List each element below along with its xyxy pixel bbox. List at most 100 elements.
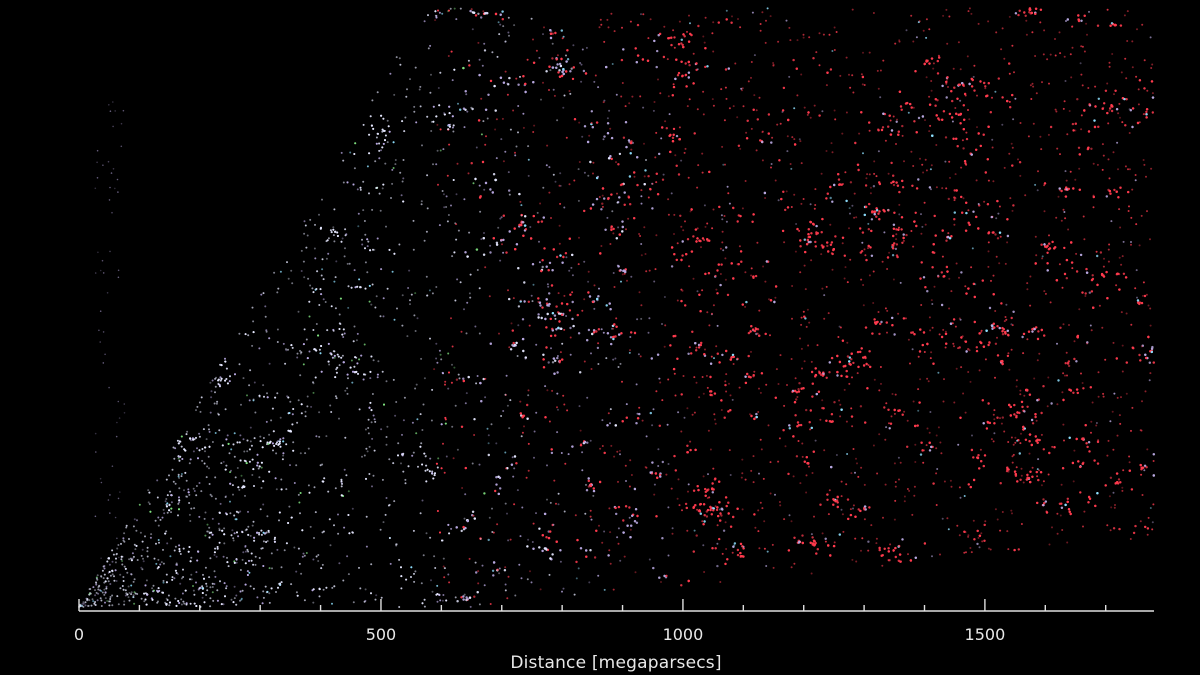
galaxy-point bbox=[291, 346, 294, 349]
galaxy-point bbox=[308, 300, 311, 303]
galaxy-point bbox=[353, 153, 356, 155]
galaxy-point bbox=[1138, 353, 1141, 357]
galaxy-point bbox=[964, 340, 968, 343]
galaxy-point bbox=[801, 541, 804, 545]
galaxy-point bbox=[1048, 242, 1051, 245]
galaxy-point bbox=[898, 90, 902, 94]
galaxy-point bbox=[1090, 278, 1094, 282]
galaxy-point bbox=[1077, 18, 1080, 21]
galaxy-point bbox=[724, 383, 727, 387]
galaxy-point bbox=[292, 449, 295, 452]
galaxy-point bbox=[542, 353, 545, 356]
galaxy-point bbox=[846, 498, 850, 501]
galaxy-point bbox=[834, 235, 837, 238]
galaxy-point bbox=[256, 453, 259, 456]
galaxy-point bbox=[658, 424, 661, 427]
galaxy-point bbox=[717, 263, 720, 266]
galaxy-point bbox=[1096, 24, 1100, 27]
galaxy-point bbox=[800, 387, 803, 390]
galaxy-point bbox=[1026, 473, 1029, 477]
galaxy-point bbox=[713, 392, 717, 395]
galaxy-point bbox=[968, 82, 971, 86]
galaxy-point bbox=[224, 468, 227, 471]
galaxy-point bbox=[751, 220, 754, 223]
galaxy-point bbox=[426, 115, 429, 118]
galaxy-point bbox=[965, 137, 969, 141]
galaxy-point bbox=[541, 259, 544, 262]
galaxy-point bbox=[892, 183, 896, 187]
galaxy-point bbox=[558, 75, 562, 79]
galaxy-point bbox=[953, 218, 956, 221]
galaxy-point bbox=[444, 383, 446, 386]
galaxy-point bbox=[381, 128, 384, 131]
galaxy-point bbox=[1037, 330, 1040, 333]
galaxy-point bbox=[811, 542, 815, 545]
galaxy-point bbox=[893, 211, 896, 214]
galaxy-point bbox=[752, 275, 755, 278]
galaxy-point bbox=[344, 228, 347, 231]
galaxy-point bbox=[1043, 243, 1046, 246]
galaxy-point bbox=[878, 548, 881, 552]
galaxy-point bbox=[729, 409, 732, 412]
galaxy-point bbox=[354, 286, 357, 289]
galaxy-point bbox=[968, 223, 971, 226]
galaxy-point bbox=[184, 471, 187, 474]
galaxy-point bbox=[1151, 345, 1154, 349]
galaxy-point bbox=[706, 238, 709, 241]
galaxy-point bbox=[629, 203, 632, 206]
galaxy-point bbox=[1079, 253, 1083, 257]
galaxy-point bbox=[680, 258, 683, 262]
galaxy-point bbox=[334, 376, 337, 379]
galaxy-point bbox=[365, 477, 367, 480]
galaxy-point bbox=[401, 180, 404, 183]
galaxy-point bbox=[370, 409, 373, 412]
galaxy-point bbox=[320, 293, 323, 296]
galaxy-point bbox=[767, 132, 770, 135]
galaxy-point bbox=[527, 300, 530, 303]
galaxy-point bbox=[796, 421, 800, 424]
galaxy-point bbox=[727, 512, 730, 515]
galaxy-point bbox=[1144, 353, 1147, 356]
galaxy-point bbox=[798, 382, 801, 385]
galaxy-point bbox=[680, 393, 683, 396]
galaxy-point bbox=[1115, 108, 1119, 111]
galaxy-point bbox=[814, 240, 817, 244]
galaxy-point bbox=[384, 134, 387, 137]
galaxy-point bbox=[524, 215, 527, 218]
galaxy-point bbox=[742, 547, 745, 550]
galaxy-point bbox=[703, 514, 706, 517]
galaxy-point bbox=[250, 552, 253, 555]
galaxy-point bbox=[681, 240, 684, 243]
galaxy-point bbox=[554, 334, 557, 337]
galaxy-point bbox=[1057, 379, 1060, 382]
galaxy-point bbox=[419, 445, 422, 448]
galaxy-point bbox=[336, 235, 339, 237]
galaxy-point bbox=[1109, 476, 1113, 479]
galaxy-point bbox=[880, 128, 884, 132]
galaxy-point bbox=[691, 330, 694, 333]
galaxy-point bbox=[261, 602, 264, 605]
galaxy-point bbox=[291, 423, 294, 426]
galaxy-point bbox=[708, 170, 711, 174]
galaxy-point bbox=[973, 320, 976, 324]
galaxy-point bbox=[450, 527, 453, 530]
galaxy-point bbox=[808, 235, 812, 239]
galaxy-point bbox=[1097, 97, 1101, 101]
galaxy-point bbox=[224, 379, 227, 382]
galaxy-point bbox=[201, 587, 204, 590]
galaxy-point bbox=[1036, 337, 1040, 341]
galaxy-point bbox=[857, 508, 860, 511]
galaxy-point bbox=[1109, 192, 1112, 195]
galaxy-point bbox=[1109, 24, 1112, 27]
galaxy-point bbox=[250, 559, 253, 562]
galaxy-point bbox=[484, 108, 488, 112]
galaxy-point bbox=[135, 544, 138, 547]
galaxy-point bbox=[1007, 468, 1010, 471]
galaxy-point bbox=[690, 208, 693, 211]
galaxy-point bbox=[987, 402, 990, 405]
galaxy-point bbox=[983, 539, 986, 542]
galaxy-point bbox=[312, 291, 315, 294]
galaxy-point bbox=[989, 111, 992, 114]
galaxy-point bbox=[169, 601, 171, 604]
galaxy-point bbox=[725, 504, 728, 508]
